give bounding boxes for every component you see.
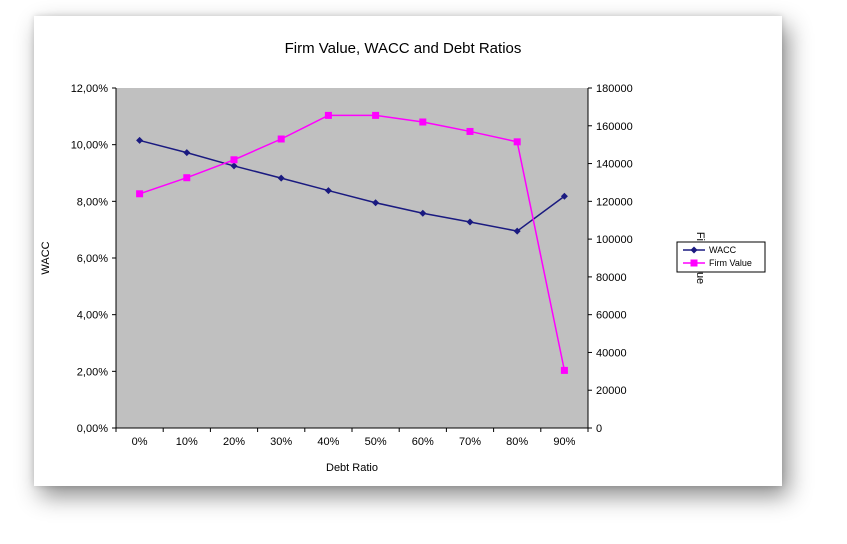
x-tick-label: 0% (132, 436, 148, 448)
wacc-line (139, 139, 565, 232)
right-tick-label: 80000 (596, 272, 627, 284)
left-tick-label: 0,00% (77, 423, 108, 435)
wacc-point (372, 199, 380, 207)
firm-value-point (183, 174, 191, 182)
right-axis-ticks: 0 20000 40000 60000 80000 100000 120000 140000 1… (588, 83, 633, 435)
chart-title: Firm Value, WACC and Debt Ratios (285, 40, 522, 57)
x-tick-label: 90% (553, 436, 575, 448)
wacc-point (277, 174, 285, 182)
right-tick-label: 180000 (596, 83, 633, 95)
firm-value-point (277, 135, 285, 143)
firm-value-point (324, 111, 332, 119)
x-axis-ticks: 0% 10% 20% 30% 40% 50% 60% 70% 80% 90% (115, 428, 589, 448)
left-tick-label: 8,00% (77, 196, 108, 208)
firm-value-point (419, 118, 427, 126)
x-tick-label: 70% (459, 436, 481, 448)
legend-items: WACC Firm Value (683, 245, 752, 268)
right-tick-label: 60000 (596, 310, 627, 322)
right-tick-label: 20000 (596, 385, 627, 397)
left-tick-label: 12,00% (71, 83, 109, 95)
right-tick-label: 140000 (596, 159, 633, 171)
firm-value-point (230, 156, 238, 164)
right-tick-label: 0 (596, 423, 602, 435)
x-tick-label: 80% (506, 436, 528, 448)
left-tick-label: 10,00% (71, 140, 109, 152)
right-tick-label: 100000 (596, 234, 633, 246)
wacc-point (513, 227, 521, 235)
right-tick-label: 160000 (596, 121, 633, 133)
legend-box (676, 241, 766, 273)
x-tick-label: 20% (223, 436, 245, 448)
wacc-point (136, 136, 144, 144)
x-tick-label: 40% (317, 436, 339, 448)
x-axis-label: Debt Ratio (326, 462, 378, 474)
legend-item-wacc: WACC (683, 245, 737, 255)
x-tick-label: 50% (365, 436, 387, 448)
y-axis-left-label: WACC (40, 241, 52, 274)
series-firm-value (136, 111, 568, 374)
series-group (136, 111, 568, 374)
firm-value-point (466, 127, 474, 135)
wacc-point (466, 218, 474, 226)
wacc-point (230, 162, 238, 170)
legend-label: Firm Value (709, 258, 752, 268)
left-tick-label: 4,00% (77, 310, 108, 322)
wacc-point (560, 192, 568, 200)
legend-item-firm-value: Firm Value (683, 258, 752, 268)
left-tick-label: 2,00% (77, 366, 108, 378)
plot-area (116, 88, 588, 428)
left-axis-ticks: 0,00% 2,00% 4,00% 6,00% 8,00% 10,00% 12,00% (71, 83, 116, 435)
firm-value-point (560, 366, 568, 374)
series-wacc (136, 136, 568, 235)
legend: WACC Firm Value (676, 241, 766, 273)
legend-swatch-marker (690, 259, 698, 267)
firm-value-point (372, 111, 380, 119)
firm-value-line (139, 114, 566, 371)
wacc-point (183, 149, 191, 157)
x-tick-label: 60% (412, 436, 434, 448)
right-tick-label: 120000 (596, 196, 633, 208)
x-tick-label: 30% (270, 436, 292, 448)
firm-value-point (136, 190, 144, 198)
legend-label: WACC (709, 245, 737, 255)
right-tick-label: 40000 (596, 347, 627, 359)
firm-value-point (513, 138, 521, 146)
wacc-point (324, 187, 332, 195)
legend-swatch-marker (690, 246, 698, 254)
x-tick-label: 10% (176, 436, 198, 448)
left-tick-label: 6,00% (77, 253, 108, 265)
wacc-point (419, 209, 427, 217)
